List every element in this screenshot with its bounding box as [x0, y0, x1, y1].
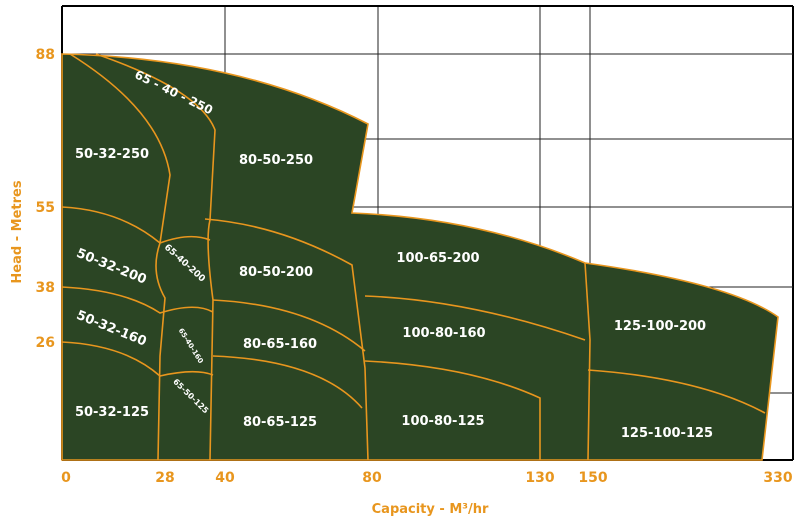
region-label: 80-65-125 [243, 415, 317, 430]
x-tick-label: 330 [763, 470, 792, 486]
x-tick-label: 80 [362, 470, 382, 486]
boundary-line [364, 295, 586, 341]
x-tick-label: 28 [155, 470, 174, 486]
region-label: 50-32-125 [75, 405, 149, 420]
x-axis-title: Capacity - M³/hr [372, 502, 489, 517]
y-tick-label: 55 [36, 200, 55, 216]
region-label: 80-65-160 [243, 337, 317, 352]
region-label: 100-80-125 [401, 414, 484, 429]
x-tick-label: 150 [578, 470, 607, 486]
x-tick-label: 0 [61, 470, 71, 486]
boundary-line [212, 355, 363, 409]
x-axis-ticks: 0 28 40 80 130 150 330 [61, 470, 793, 486]
boundary-line [584, 262, 591, 461]
boundary-line [61, 206, 211, 244]
region-boundaries [61, 53, 766, 461]
region-label: 80-50-200 [239, 265, 313, 280]
y-axis-title: Head - Metres [10, 180, 25, 283]
region-label: 100-80-160 [402, 326, 485, 341]
boundary-line [61, 341, 214, 377]
region-label: 125-100-125 [621, 426, 713, 441]
y-tick-label: 26 [36, 335, 55, 351]
boundary-line [212, 299, 366, 352]
y-tick-label: 88 [36, 47, 55, 63]
x-tick-label: 130 [525, 470, 554, 486]
region-label: 80-50-250 [239, 153, 313, 168]
y-axis-ticks: 88 55 38 26 [36, 47, 55, 351]
boundary-line [364, 360, 541, 460]
boundary-line [69, 53, 171, 461]
x-tick-label: 40 [215, 470, 235, 486]
region-label: 50-32-250 [75, 147, 149, 162]
region-label: 125-100-200 [614, 319, 706, 334]
y-tick-label: 38 [36, 280, 55, 296]
region-label: 100-65-200 [396, 251, 479, 266]
boundary-line [95, 53, 216, 461]
boundary-line [61, 286, 214, 314]
boundary-line [587, 369, 766, 414]
boundary-line [204, 218, 369, 461]
